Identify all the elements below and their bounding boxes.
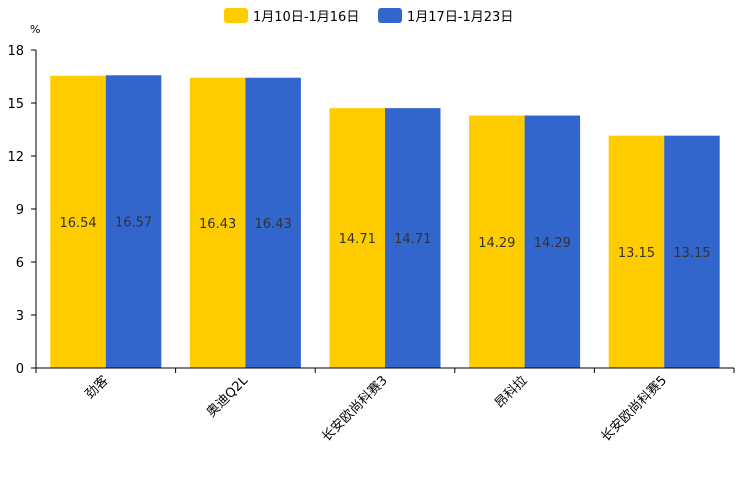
- data-label: 16.54: [59, 216, 96, 231]
- legend-swatch: [224, 8, 248, 23]
- legend-label: 1月10日-1月16日: [253, 10, 359, 25]
- data-label: 14.71: [394, 232, 431, 247]
- bars: [50, 75, 720, 368]
- legend-swatch: [378, 8, 402, 23]
- y-tick-label: 3: [16, 309, 24, 324]
- bar: [385, 108, 441, 368]
- legend-label: 1月17日-1月23日: [407, 10, 513, 25]
- bar: [105, 75, 162, 368]
- y-axis: 0 3 6 9 12 15 18: [7, 44, 37, 377]
- bar: [608, 135, 665, 368]
- bar: [524, 115, 581, 368]
- x-tick-label: 奥迪Q2L: [204, 373, 252, 421]
- data-label: 13.15: [673, 246, 710, 261]
- x-tick-label: 昂科拉: [492, 373, 530, 411]
- x-axis: 劲客 奥迪Q2L 长安欧尚科赛3 昂科拉 长安欧尚科赛5: [35, 367, 735, 445]
- y-tick-label: 12: [7, 150, 24, 165]
- y-tick-label: 6: [16, 256, 24, 271]
- data-label: 14.29: [534, 236, 571, 251]
- legend: 1月10日-1月16日 1月17日-1月23日: [224, 8, 513, 25]
- y-tick-label: 9: [16, 203, 24, 218]
- bar: [245, 77, 301, 368]
- bar: [189, 77, 246, 368]
- x-tick-label: 劲客: [82, 373, 112, 403]
- data-labels: 16.54 16.57 16.43 16.43 14.71 14.71 14.29 14.29…: [59, 216, 710, 261]
- data-label: 14.71: [339, 232, 376, 247]
- y-tick-label: 15: [7, 97, 24, 112]
- data-label: 16.43: [255, 217, 292, 232]
- data-label: 13.15: [618, 246, 655, 261]
- bar: [329, 108, 385, 368]
- bar: [50, 75, 106, 368]
- y-tick-label: 0: [16, 362, 24, 377]
- data-label: 16.57: [115, 216, 152, 231]
- bar: [664, 135, 720, 368]
- y-axis-unit: %: [30, 23, 40, 36]
- y-tick-label: 18: [7, 44, 24, 59]
- data-label: 14.29: [478, 236, 515, 251]
- bar: [469, 115, 525, 368]
- x-tick-label: 长安欧尚科赛5: [598, 373, 670, 445]
- data-label: 16.43: [199, 217, 236, 232]
- x-tick-label: 长安欧尚科赛3: [319, 373, 391, 445]
